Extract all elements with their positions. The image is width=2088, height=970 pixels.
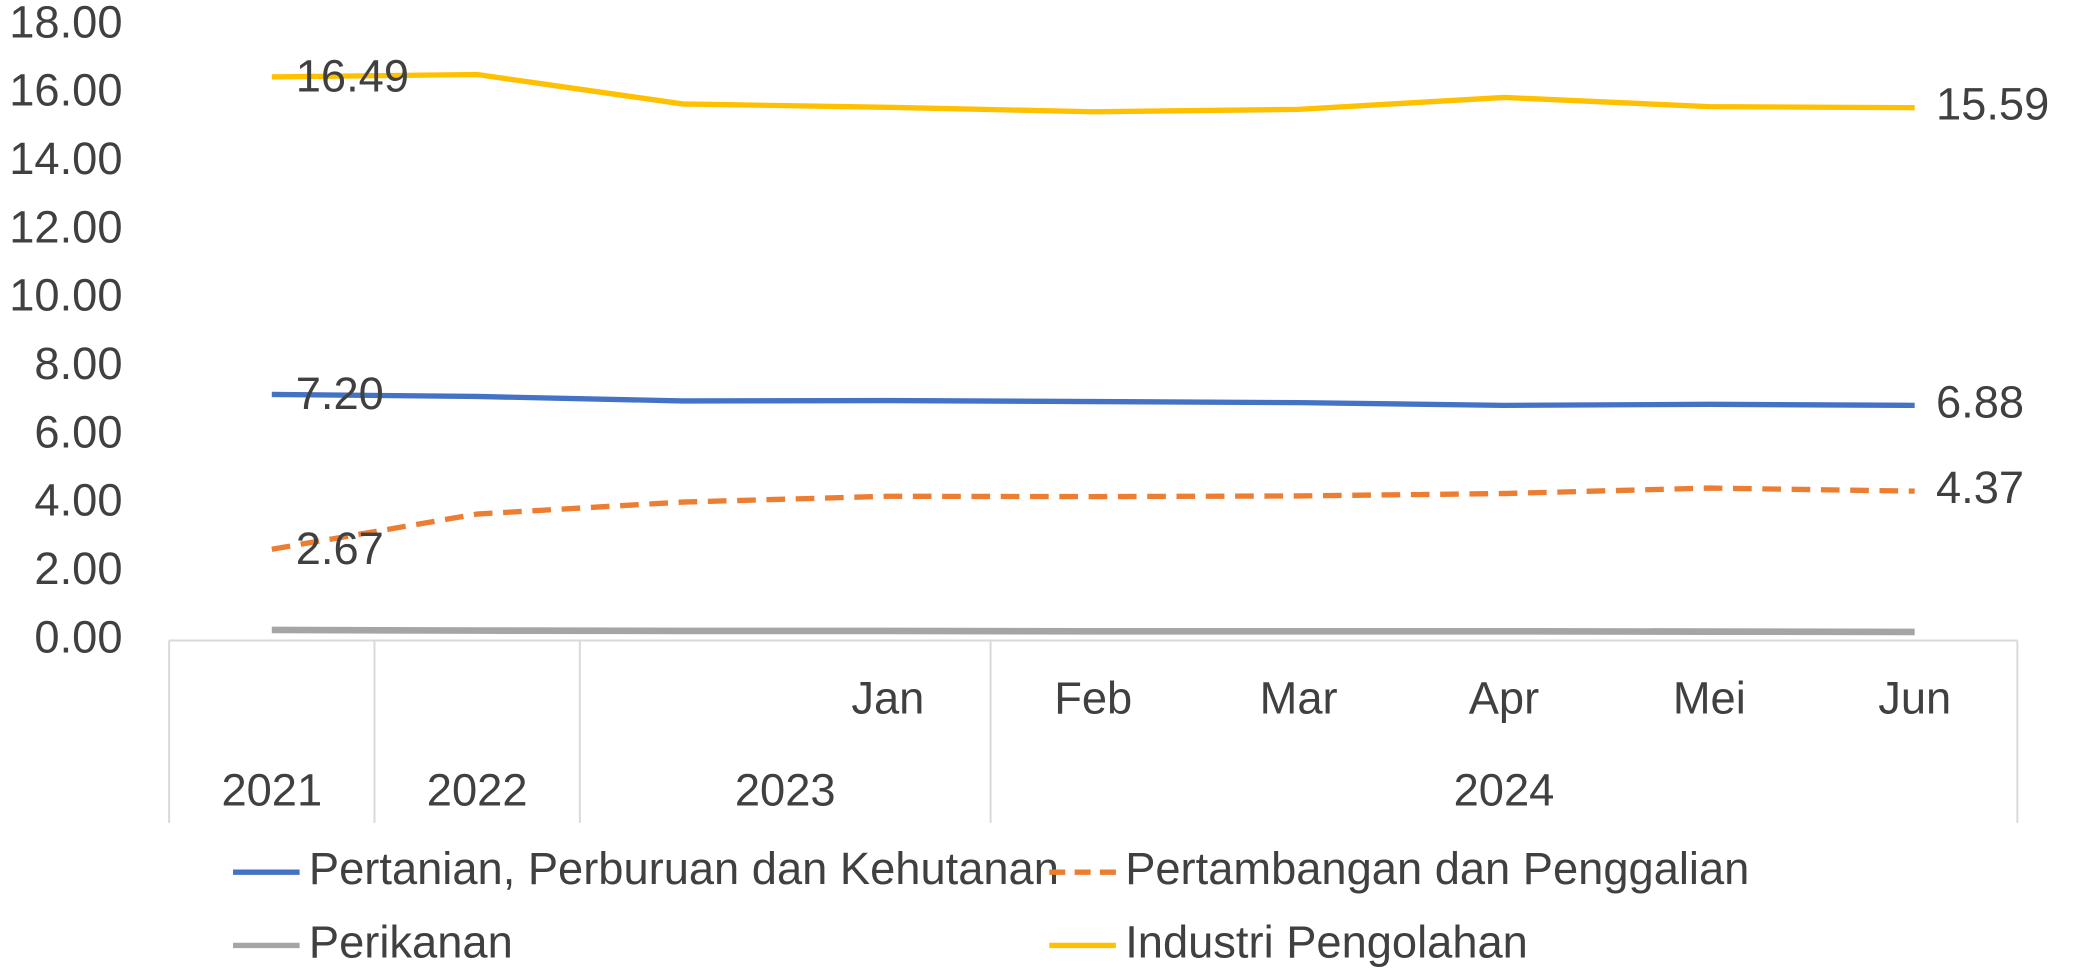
x-tick-label: Mei	[1673, 673, 1746, 724]
data-label: 16.49	[296, 51, 409, 102]
y-tick-label: 16.00	[9, 65, 122, 116]
legend-label: Perikanan	[309, 916, 513, 967]
series-line	[271, 626, 1915, 636]
y-tick-label: 10.00	[9, 270, 122, 321]
data-label: 4.37	[1936, 462, 2024, 513]
group-label: 2024	[1454, 765, 1555, 816]
y-tick-label: 4.00	[34, 475, 122, 526]
data-label: 6.88	[1936, 376, 2024, 427]
x-tick-label: Feb	[1054, 673, 1132, 724]
y-tick-label: 6.00	[34, 406, 122, 457]
y-tick-label: 12.00	[9, 201, 122, 252]
data-label: 7.20	[296, 368, 384, 419]
group-label: 2023	[735, 765, 836, 816]
y-tick-label: 8.00	[34, 338, 122, 389]
legend-label: Pertambangan dan Penggalian	[1125, 843, 1749, 894]
group-label: 2021	[221, 765, 322, 816]
y-tick-label: 14.00	[9, 133, 122, 184]
series-line	[271, 71, 1915, 115]
x-tick-label: Jan	[851, 673, 924, 724]
x-tick-label: Apr	[1469, 673, 1539, 724]
data-label: 15.59	[1936, 79, 2049, 130]
plot-root: 0.00 2.00 4.00 6.00 8.00 10.00 12.00 14.00 16.00…	[9, 0, 2049, 967]
x-tick-label: Jun	[1878, 673, 1951, 724]
y-tick-label: 0.00	[34, 611, 122, 662]
legend-label: Pertanian, Perburuan dan Kehutanan	[309, 843, 1059, 894]
series-line	[271, 391, 1915, 409]
x-tick-label: Mar	[1260, 673, 1338, 724]
legend-label: Industri Pengolahan	[1125, 916, 1528, 967]
series-line	[271, 485, 1915, 552]
y-tick-label: 18.00	[9, 0, 122, 47]
group-label: 2022	[427, 765, 528, 816]
y-tick-label: 2.00	[34, 543, 122, 594]
data-label: 2.67	[296, 523, 384, 574]
